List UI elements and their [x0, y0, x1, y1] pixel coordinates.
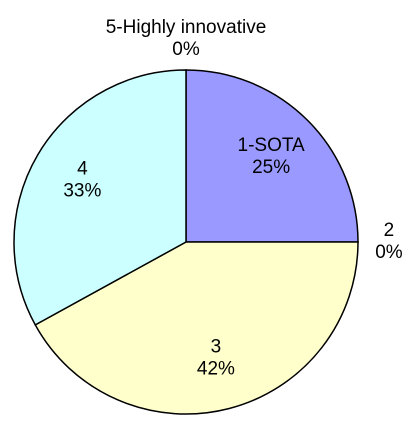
- slice-value-label: 0%: [375, 242, 403, 263]
- slice-value-label: 0%: [172, 39, 200, 60]
- pie-slice: [13, 69, 187, 326]
- slice-label: 2: [384, 220, 395, 241]
- slice-value-label: 42%: [197, 359, 235, 380]
- pie-slice: [34, 241, 359, 415]
- slice-label: 5-Highly innovative: [106, 17, 267, 38]
- slice-label: 1-SOTA: [238, 135, 306, 156]
- slice-value-label: 33%: [63, 181, 101, 202]
- slice-value-label: 25%: [252, 157, 290, 178]
- pie-slice: [185, 69, 359, 243]
- slice-label: 3: [211, 337, 222, 358]
- slice-label: 4: [77, 159, 88, 180]
